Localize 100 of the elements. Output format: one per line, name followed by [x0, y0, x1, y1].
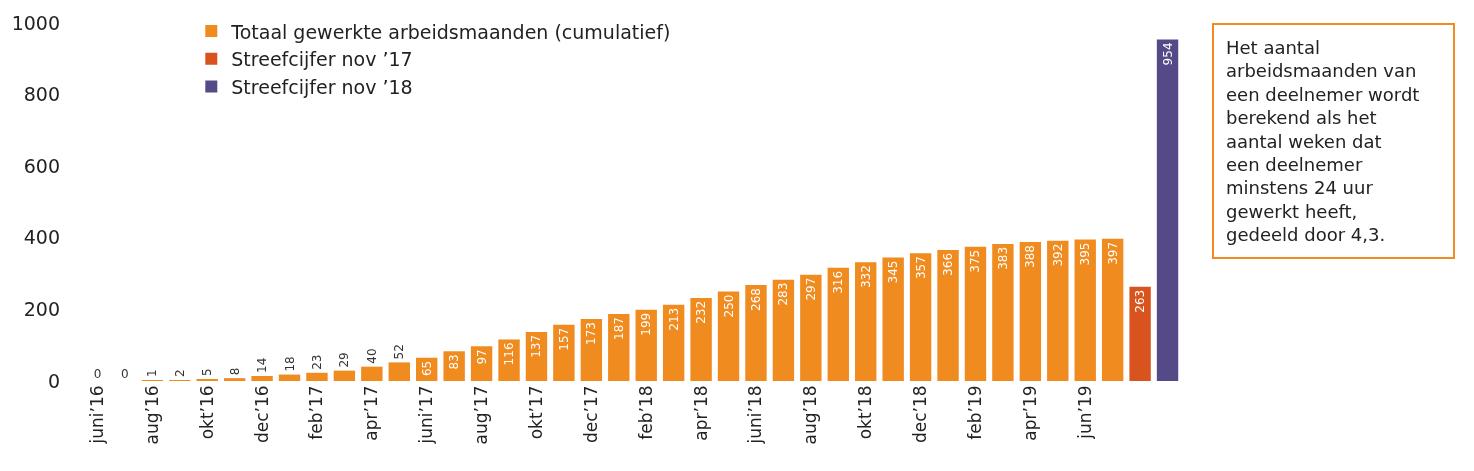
data-label: 14: [255, 357, 270, 373]
x-tick-label: aug’17: [471, 385, 492, 445]
data-label: 366: [941, 252, 956, 276]
data-label: 357: [913, 256, 928, 280]
x-tick-label: dec’16: [251, 385, 272, 444]
bar: [745, 285, 767, 381]
data-label: 395: [1078, 242, 1093, 266]
data-label: 397: [1105, 241, 1120, 265]
bar: [909, 253, 932, 381]
y-tick-label: 800: [23, 83, 60, 106]
data-label: 18: [282, 356, 297, 372]
data-label: 263: [1133, 289, 1148, 313]
data-label: 40: [364, 348, 379, 364]
bar: [1101, 238, 1124, 381]
bar: [662, 304, 685, 381]
legend-label: Totaal gewerkte arbeidsmaanden (cumulatief): [230, 20, 671, 43]
x-tick-label: jun’19: [1074, 385, 1095, 440]
data-label: 375: [968, 249, 983, 273]
data-label: 199: [639, 312, 654, 336]
bar: [964, 246, 987, 381]
bar: [608, 314, 630, 381]
data-label: 268: [748, 288, 763, 311]
data-label: 213: [666, 307, 681, 331]
y-tick-label: 1000: [11, 11, 60, 34]
x-tick-label: feb’18: [635, 385, 656, 440]
data-label: 954: [1160, 42, 1175, 66]
data-label: 23: [309, 354, 324, 370]
bar: [772, 279, 795, 381]
bar: [278, 374, 301, 381]
legend-label: Streefcijfer nov ’18: [231, 75, 413, 98]
bar: [580, 319, 603, 381]
bar: [1074, 239, 1096, 381]
bar: [717, 291, 740, 381]
bar: [800, 274, 822, 381]
bar: [306, 372, 328, 381]
x-tick-label: juni’16: [86, 385, 107, 445]
x-tick-label: juni’17: [416, 385, 437, 445]
y-tick-label: 400: [23, 226, 60, 249]
data-label: 316: [831, 270, 846, 294]
bar: [361, 366, 383, 381]
x-tick-label: okt’17: [525, 385, 546, 440]
x-tick-label: apr’18: [690, 385, 711, 441]
y-tick-label: 0: [47, 369, 60, 392]
bar: [1019, 242, 1042, 381]
data-label: 29: [337, 352, 352, 368]
data-label: 345: [886, 260, 901, 284]
bar: [937, 249, 959, 381]
bar: [333, 370, 356, 381]
data-label: 250: [721, 294, 736, 318]
bar: [855, 262, 877, 381]
data-label: 5: [200, 368, 215, 376]
data-label: 8: [227, 367, 242, 376]
bar: [992, 243, 1014, 381]
bar: [251, 375, 273, 381]
data-label: 157: [556, 327, 571, 351]
x-tick-label: dec’17: [580, 385, 601, 444]
data-label: 383: [995, 246, 1010, 270]
y-tick-label: 200: [23, 298, 60, 321]
data-label: 297: [803, 277, 818, 301]
x-tick-label: okt’16: [196, 385, 217, 440]
data-label: 83: [447, 354, 462, 370]
x-tick-label: dec’18: [910, 385, 931, 444]
data-label: 97: [474, 349, 489, 365]
x-tick-label: apr’19: [1019, 385, 1040, 441]
bar: [827, 267, 849, 381]
bar: [1047, 240, 1069, 381]
data-label: 232: [694, 300, 709, 324]
bar: [388, 362, 410, 381]
x-tick-label: feb’17: [306, 385, 327, 440]
data-label: 392: [1050, 243, 1065, 267]
data-label: 0: [121, 367, 129, 381]
bar: [690, 297, 712, 381]
legend-label: Streefcijfer nov ’17: [231, 48, 413, 71]
data-label: 388: [1023, 245, 1038, 269]
data-label: 65: [419, 360, 434, 377]
data-label: 332: [858, 265, 873, 289]
data-label: 137: [529, 334, 544, 358]
data-label: 52: [392, 344, 407, 360]
x-tick-label: aug’16: [141, 385, 162, 445]
bar: [443, 351, 465, 381]
bar: [553, 324, 575, 381]
data-label: 173: [584, 322, 599, 345]
bar: [1156, 39, 1179, 381]
data-label: 187: [611, 317, 626, 340]
x-tick-label: juni’18: [745, 385, 766, 445]
data-label: 116: [502, 342, 517, 366]
x-tick-label: feb’19: [964, 385, 985, 440]
bar: [223, 378, 246, 381]
data-label: 283: [776, 282, 791, 306]
x-tick-label: apr’17: [361, 385, 382, 441]
y-tick-label: 600: [23, 154, 60, 177]
bar: [498, 339, 520, 381]
x-tick-label: okt’18: [855, 385, 876, 440]
data-label: 0: [93, 367, 102, 381]
x-tick-label: aug’18: [800, 385, 821, 445]
data-label: 1: [145, 369, 160, 377]
data-label: 2: [172, 369, 187, 377]
bar: [1129, 286, 1151, 381]
bar: [882, 257, 904, 381]
text: Het aantal arbeidsmaanden van een deelnemer wordt berekend als het aantal weken dat een deelnemer minstens 24 uur gewerkt heeft, gedeeld door 4,3.: [1226, 37, 1420, 246]
